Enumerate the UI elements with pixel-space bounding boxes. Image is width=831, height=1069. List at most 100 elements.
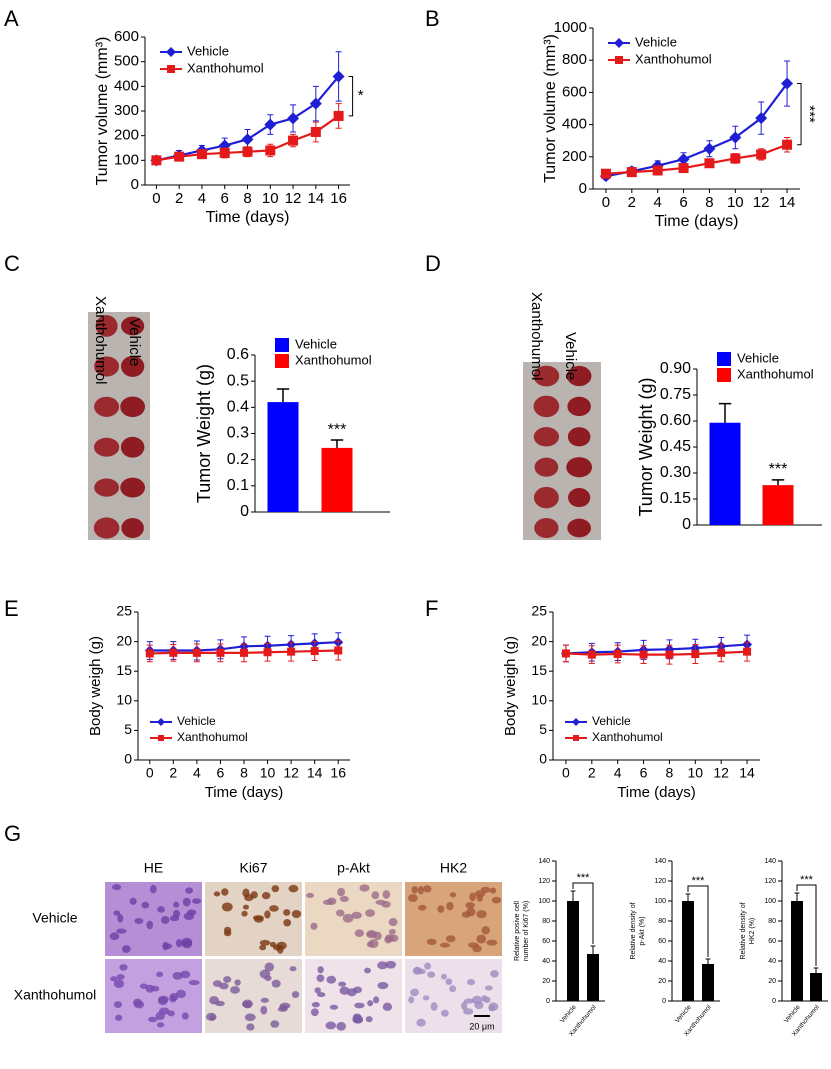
marker: [665, 650, 674, 659]
y-tick-label: 400: [562, 116, 587, 133]
nucleus: [223, 976, 232, 983]
significance-bracket: [687, 885, 709, 957]
nucleus: [119, 964, 128, 971]
nucleus: [388, 929, 396, 935]
column-label: p-Akt: [337, 860, 370, 876]
nucleus: [276, 945, 284, 954]
nucleus: [426, 938, 437, 946]
nucleus: [186, 909, 197, 916]
marker: [166, 47, 176, 57]
y-tick-label: 100: [764, 898, 776, 905]
nucleus: [215, 1000, 225, 1007]
marker: [192, 648, 201, 657]
tumor: [533, 427, 560, 447]
nucleus: [112, 884, 122, 891]
nucleus: [230, 986, 240, 994]
tumor: [533, 486, 559, 509]
nucleus: [311, 1001, 320, 1008]
nucleus: [260, 997, 269, 1003]
bar: [682, 901, 694, 1001]
x-tick-label: 8: [240, 765, 248, 781]
nucleus: [484, 985, 493, 991]
nucleus: [424, 962, 431, 970]
tumor: [534, 517, 559, 539]
x-tick-label: 4: [198, 190, 206, 207]
y-axis-label: Body weigh (g): [87, 636, 104, 736]
y-tick-label: 500: [114, 53, 139, 70]
significance-label: ***: [692, 875, 706, 887]
nucleus: [481, 995, 488, 1002]
nucleus: [141, 901, 150, 909]
nucleus: [116, 928, 127, 934]
legend-swatch: [275, 354, 289, 368]
marker: [703, 142, 716, 155]
bar: [587, 954, 599, 1001]
significance-bracket: [348, 75, 354, 117]
x-tick-label: 14: [307, 190, 324, 207]
marker: [145, 649, 154, 658]
nucleus: [175, 939, 183, 948]
bar: [762, 485, 794, 525]
nucleus: [336, 1021, 347, 1031]
x-axis-label: Time (days): [206, 209, 290, 226]
nucleus: [354, 1002, 365, 1009]
significance-bracket: [796, 884, 817, 966]
x-tick-label: Vehicle: [783, 1004, 802, 1025]
y-axis-label: Tumor volume (mm³): [542, 34, 559, 183]
bar: [702, 964, 714, 1001]
nucleus: [219, 982, 229, 990]
y-tick-label: 0.1: [227, 477, 249, 494]
y-tick-label: 600: [114, 28, 139, 45]
y-tick-label: 200: [114, 127, 139, 144]
nucleus: [259, 969, 271, 979]
nucleus: [427, 971, 436, 978]
nucleus: [244, 1013, 256, 1022]
y-tick-label: 200: [562, 148, 587, 165]
y-tick-label: 20: [768, 978, 776, 985]
panel-label: E: [4, 596, 19, 621]
nucleus: [242, 1001, 249, 1008]
row-label: Vehicle: [32, 910, 77, 926]
nucleus: [449, 892, 457, 898]
scale-bar-label: 20 μm: [469, 1021, 494, 1031]
y-tick-label: 0.75: [660, 386, 691, 403]
tumor: [94, 356, 120, 377]
marker: [691, 650, 700, 659]
significance-label: ***: [769, 461, 788, 478]
marker: [169, 648, 178, 657]
legend-swatch: [717, 352, 731, 366]
nucleus: [150, 884, 157, 894]
tumor: [566, 457, 593, 478]
marker: [265, 145, 276, 156]
x-tick-label: 8: [705, 194, 713, 211]
y-tick-label: 1000: [554, 19, 587, 36]
error-bar: [771, 479, 785, 486]
nucleus: [110, 976, 118, 982]
y-tick-label: 0: [124, 751, 132, 767]
marker: [310, 647, 319, 656]
y-tick-label: 0: [131, 176, 139, 193]
bar: [321, 447, 353, 512]
nucleus: [382, 890, 391, 899]
nucleus: [242, 904, 249, 910]
marker: [309, 97, 322, 110]
micrograph: [205, 959, 302, 1033]
x-tick-label: 12: [753, 194, 770, 211]
nucleus: [466, 979, 476, 986]
tumor: [533, 395, 560, 418]
marker: [263, 648, 272, 657]
marker: [334, 646, 343, 655]
nucleus: [437, 905, 445, 913]
y-tick-label: 20: [542, 978, 550, 985]
y-tick-label: 0.6: [227, 346, 249, 363]
y-tick-label: 10: [531, 692, 547, 708]
x-tick-label: 8: [243, 190, 251, 207]
y-tick-label: 0: [546, 998, 550, 1005]
nucleus: [488, 1002, 499, 1011]
tumor: [94, 396, 120, 417]
nucleus: [181, 1012, 189, 1020]
nucleus: [160, 916, 170, 924]
y-axis-label: HK2 (%): [749, 918, 756, 944]
